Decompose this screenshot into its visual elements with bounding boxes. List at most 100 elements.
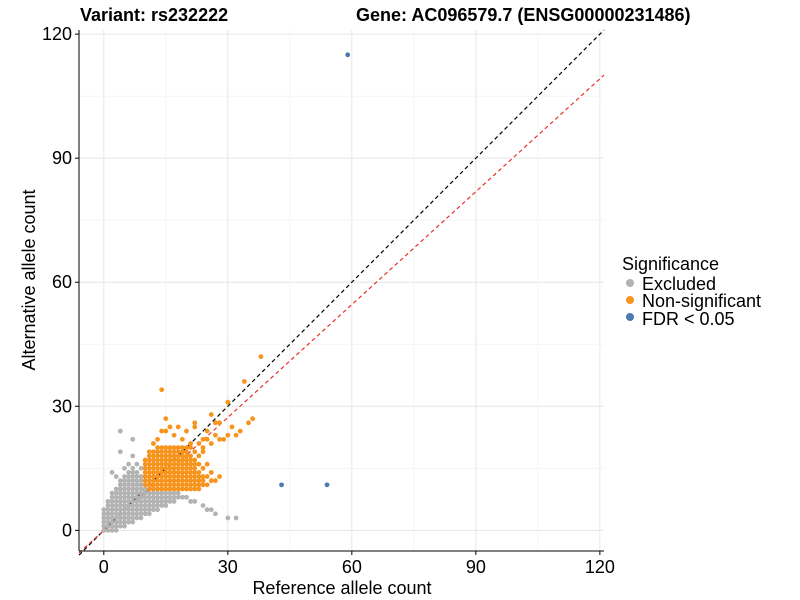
data-point xyxy=(196,470,202,475)
data-point xyxy=(142,490,148,496)
data-point xyxy=(184,474,189,479)
data-point xyxy=(179,449,185,455)
data-point xyxy=(175,478,181,484)
data-point xyxy=(204,474,210,479)
legend-swatch-fdr xyxy=(626,313,634,321)
x-tick-label: 90 xyxy=(466,557,486,577)
data-point xyxy=(151,453,156,459)
data-point xyxy=(184,457,189,463)
data-point xyxy=(117,482,123,488)
data-point xyxy=(142,498,148,504)
data-point xyxy=(151,441,156,446)
data-point xyxy=(146,503,152,508)
data-point xyxy=(167,498,173,504)
data-point xyxy=(122,465,127,471)
data-point xyxy=(142,494,148,500)
data-point xyxy=(142,507,148,513)
data-point xyxy=(217,474,222,479)
data-point xyxy=(175,486,181,492)
data-point xyxy=(167,482,173,488)
data-point xyxy=(167,486,173,492)
data-point xyxy=(204,428,210,434)
data-point xyxy=(167,494,173,500)
data-point xyxy=(179,457,185,463)
data-point xyxy=(138,515,144,521)
data-point xyxy=(138,474,144,479)
data-point xyxy=(146,511,152,517)
data-point xyxy=(179,461,185,467)
data-point xyxy=(188,457,194,463)
data-point xyxy=(217,420,222,426)
reference-line-identity xyxy=(78,29,605,556)
data-point xyxy=(155,498,160,504)
data-point xyxy=(113,486,119,492)
data-point xyxy=(179,470,185,475)
axes xyxy=(78,30,604,552)
data-point xyxy=(101,507,107,513)
data-point xyxy=(117,519,123,525)
data-point xyxy=(117,486,123,492)
data-point xyxy=(192,482,198,488)
y-tick-label: 0 xyxy=(62,520,72,540)
data-point xyxy=(155,482,160,488)
data-point xyxy=(213,478,218,484)
data-point xyxy=(155,478,160,484)
data-point xyxy=(122,482,127,488)
data-point xyxy=(138,465,144,471)
data-point xyxy=(192,465,198,471)
data-point xyxy=(126,490,132,496)
data-point xyxy=(279,482,284,488)
data-point xyxy=(142,486,148,492)
data-point xyxy=(117,449,123,455)
data-point xyxy=(126,519,132,525)
data-point xyxy=(167,478,173,484)
data-point xyxy=(171,445,177,451)
data-point xyxy=(184,478,189,484)
data-point xyxy=(175,465,181,471)
series-excluded xyxy=(101,428,239,533)
data-point xyxy=(122,507,127,513)
data-point xyxy=(105,503,111,508)
x-tick-label: 0 xyxy=(99,557,109,577)
data-point xyxy=(188,482,194,488)
data-point xyxy=(151,482,156,488)
data-point xyxy=(192,420,198,426)
data-point xyxy=(208,507,214,513)
data-point xyxy=(117,503,123,508)
data-point xyxy=(117,478,123,484)
data-point xyxy=(146,470,152,475)
data-point xyxy=(109,490,115,496)
data-point xyxy=(192,457,198,463)
data-point xyxy=(192,470,198,475)
data-point xyxy=(208,441,214,446)
data-point xyxy=(184,486,189,492)
data-point xyxy=(134,490,140,496)
data-point xyxy=(163,498,169,504)
data-point xyxy=(200,474,206,479)
data-point xyxy=(188,465,194,471)
data-point xyxy=(109,519,115,525)
y-tick-label: 120 xyxy=(42,24,72,44)
data-point xyxy=(109,523,115,529)
data-point xyxy=(109,527,115,533)
data-point xyxy=(237,428,243,434)
data-point xyxy=(192,478,198,484)
data-point xyxy=(134,461,140,467)
data-point xyxy=(151,486,156,492)
data-point xyxy=(101,527,107,533)
title-variant: Variant: rs232222 xyxy=(80,5,228,25)
data-point xyxy=(105,511,111,517)
data-point xyxy=(138,503,144,508)
data-point xyxy=(105,527,111,533)
data-point xyxy=(241,379,247,384)
data-point xyxy=(159,503,165,508)
data-point xyxy=(146,490,152,496)
data-point xyxy=(151,507,156,513)
data-point xyxy=(130,511,136,517)
data-point xyxy=(146,507,152,513)
data-point xyxy=(130,515,136,521)
data-point xyxy=(113,494,119,500)
data-point xyxy=(142,478,148,484)
data-point xyxy=(200,445,206,451)
